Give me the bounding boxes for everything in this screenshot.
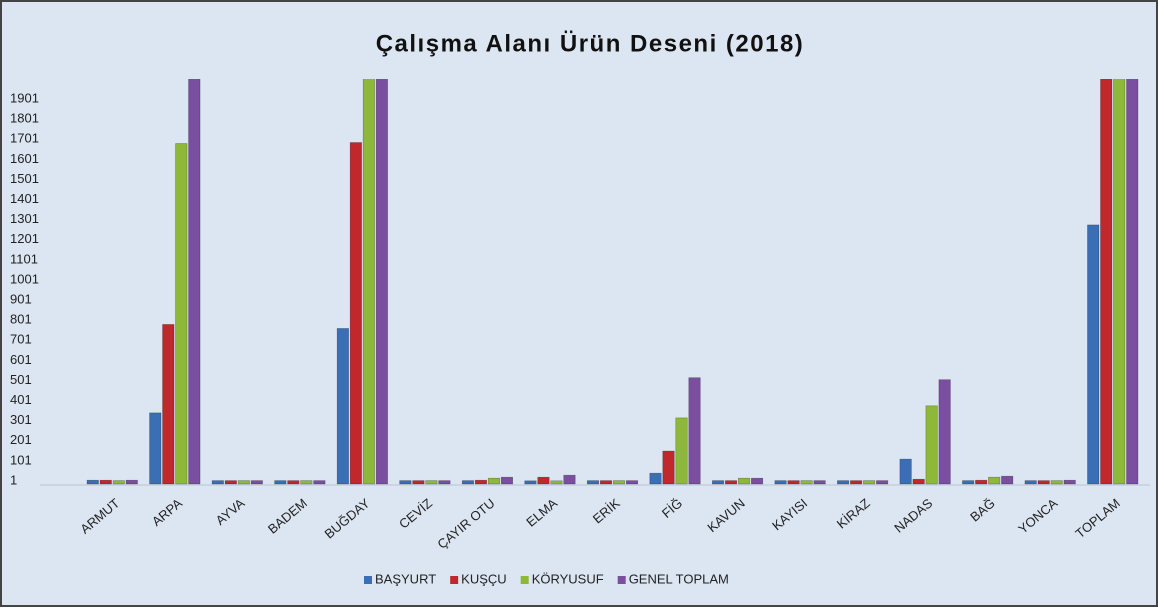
- legend-swatch: [450, 576, 459, 584]
- legend-label: KÖRYUSUF: [532, 571, 604, 586]
- bar: [224, 480, 237, 485]
- bar: [751, 477, 764, 485]
- bar: [550, 480, 563, 485]
- bar: [1001, 475, 1014, 485]
- bar: [237, 480, 250, 485]
- bar: [474, 479, 487, 485]
- bar: [863, 480, 876, 485]
- bar: [586, 480, 600, 485]
- y-tick-label: 701: [10, 332, 32, 347]
- y-tick-label: 401: [10, 392, 32, 407]
- legend-swatch: [520, 576, 529, 584]
- bar: [688, 377, 701, 485]
- legend-label: KUŞÇU: [461, 571, 507, 586]
- bar: [99, 479, 112, 485]
- legend-swatch: [364, 576, 372, 584]
- y-tick-label: 1: [10, 472, 17, 487]
- bar: [313, 480, 326, 485]
- bar: [725, 480, 738, 485]
- bar: [1037, 480, 1050, 485]
- bar: [375, 79, 388, 485]
- y-tick-label: 1801: [10, 111, 39, 126]
- bar: [211, 480, 224, 485]
- bar: [787, 480, 800, 485]
- bar: [175, 143, 188, 485]
- bar: [162, 324, 175, 485]
- y-tick-label: 901: [10, 292, 32, 307]
- bar: [300, 480, 313, 485]
- bar: [125, 479, 138, 485]
- legend-swatch: [617, 576, 626, 584]
- bar: [112, 480, 125, 485]
- bar: [563, 474, 576, 485]
- chart-title: Çalışma Alanı Ürün Deseni (2018): [376, 30, 805, 57]
- bar: [149, 412, 162, 485]
- y-tick-label: 201: [10, 432, 32, 447]
- bar: [86, 479, 99, 485]
- bar: [461, 480, 474, 485]
- bar: [1113, 79, 1126, 485]
- bar: [837, 480, 850, 485]
- y-tick-label: 1101: [10, 251, 38, 266]
- bar: [938, 379, 951, 485]
- legend-label: BAŞYURT: [375, 571, 436, 586]
- bar: [813, 480, 826, 485]
- bar: [599, 480, 613, 485]
- bar: [274, 480, 287, 485]
- bar: [774, 480, 787, 485]
- bar: [1126, 79, 1139, 485]
- bar: [287, 480, 300, 485]
- bar: [438, 480, 451, 485]
- y-tick-label: 1301: [10, 211, 39, 226]
- bar: [800, 480, 813, 485]
- bar: [188, 79, 201, 485]
- bar: [925, 405, 938, 485]
- y-tick-label: 1701: [10, 131, 39, 146]
- bar: [362, 79, 375, 485]
- bar: [738, 477, 751, 485]
- bar: [412, 480, 425, 485]
- bar: [1050, 480, 1063, 485]
- y-tick-label: 101: [10, 452, 32, 467]
- bar: [336, 328, 349, 485]
- bar: [975, 479, 988, 485]
- bar: [649, 472, 662, 485]
- y-tick-label: 1401: [10, 191, 39, 206]
- y-tick-label: 301: [10, 412, 32, 427]
- bar: [675, 417, 688, 485]
- bar: [487, 477, 500, 485]
- bar: [962, 480, 975, 485]
- bar: [876, 480, 889, 485]
- bar: [899, 458, 912, 485]
- y-tick-label: 801: [10, 312, 32, 327]
- y-tick-label: 1901: [10, 91, 39, 106]
- bar: [662, 450, 675, 485]
- bar: [399, 480, 412, 485]
- bar: [349, 142, 362, 485]
- bar: [850, 480, 863, 485]
- bar: [250, 480, 263, 485]
- bar: [1063, 479, 1076, 485]
- bar: [612, 480, 626, 485]
- y-tick-label: 601: [10, 352, 32, 367]
- legend-label: GENEL TOPLAM: [629, 571, 729, 586]
- bar: [988, 476, 1001, 485]
- bar: [500, 476, 513, 485]
- y-tick-label: 1501: [10, 171, 39, 186]
- y-tick-label: 1201: [10, 231, 39, 246]
- bar: [524, 480, 537, 485]
- bar: [1100, 79, 1113, 485]
- plot-area: [86, 79, 1139, 485]
- bar: [1024, 480, 1037, 485]
- bar: [912, 478, 925, 485]
- bar: [1087, 224, 1100, 485]
- y-tick-label: 1601: [10, 151, 39, 166]
- bar: [425, 480, 438, 485]
- bar: [537, 476, 550, 485]
- y-tick-label: 1001: [10, 271, 39, 286]
- bar: [625, 480, 639, 485]
- y-tick-label: 501: [10, 372, 32, 387]
- bar: [712, 480, 725, 485]
